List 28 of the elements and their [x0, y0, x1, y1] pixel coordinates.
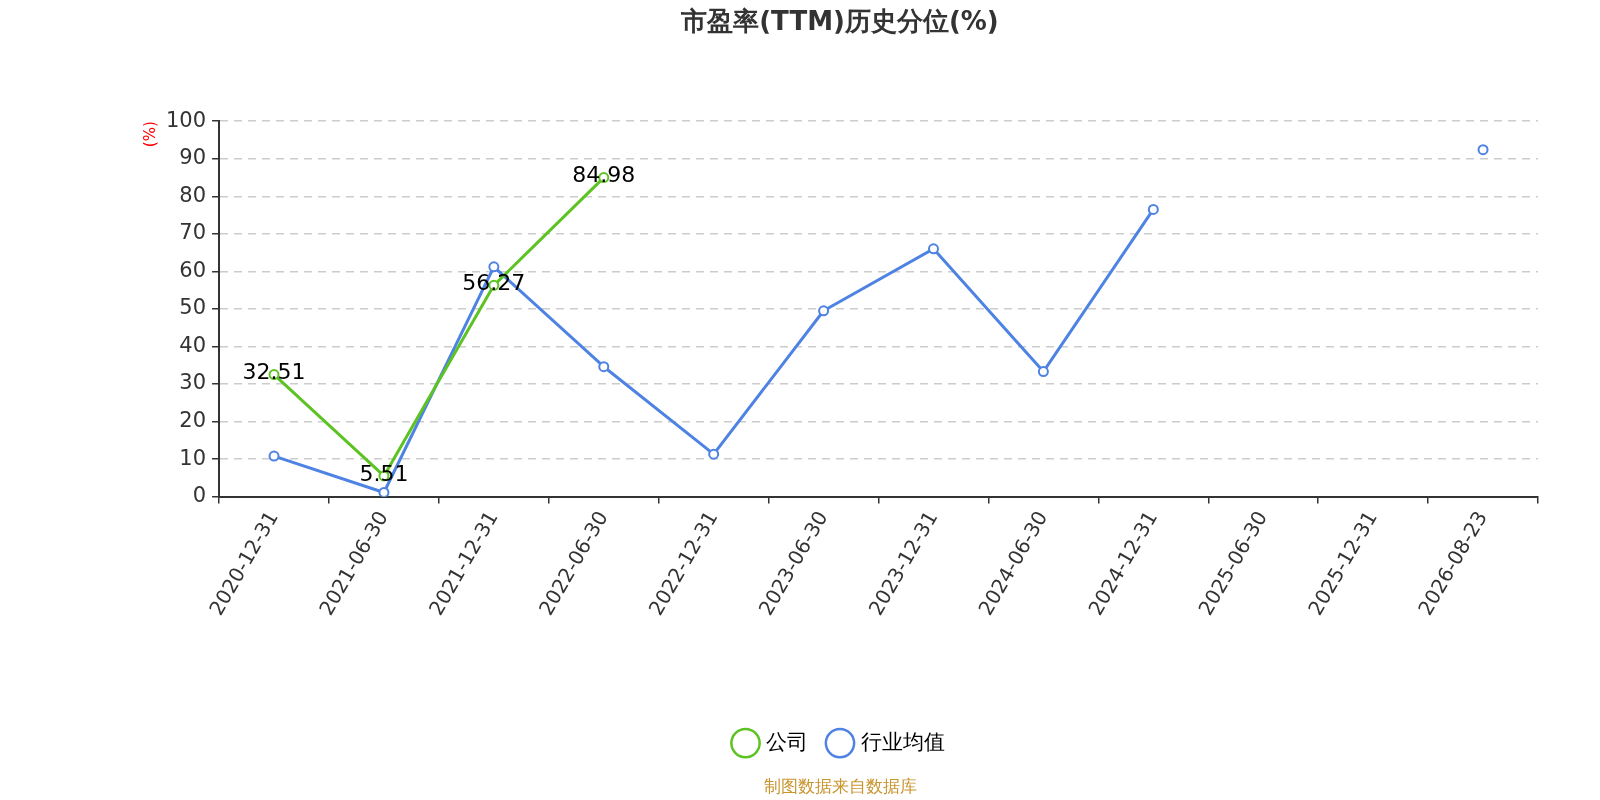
point — [818, 305, 830, 317]
point — [708, 448, 720, 460]
y-tick-label: 100 — [165, 107, 207, 132]
y-tick-label: 10 — [179, 445, 207, 470]
chart-title: 市盈率(TTM)历史分位(%) — [680, 6, 999, 37]
point — [1147, 203, 1159, 215]
y-axis-title: (%) — [140, 121, 159, 148]
legend-label: 行业均值 — [860, 729, 945, 754]
y-tick-label: 70 — [179, 220, 207, 245]
point — [598, 361, 610, 373]
y-tick-label: 20 — [179, 407, 207, 432]
point — [928, 243, 939, 255]
y-tick-label: 0 — [192, 483, 207, 508]
y-tick-label: 40 — [179, 332, 207, 357]
y-tick-label: 30 — [179, 370, 207, 395]
y-tick-label: 60 — [179, 257, 207, 282]
y-tick-label: 50 — [179, 295, 207, 320]
data-label: 32.51 — [242, 359, 306, 385]
y-tick-label: 90 — [179, 145, 207, 170]
point — [488, 261, 500, 273]
point — [1477, 144, 1489, 156]
point — [378, 486, 390, 497]
text: 制图数据来自数据库 — [763, 776, 917, 797]
point — [1037, 366, 1049, 378]
point — [268, 450, 280, 462]
data-label: 84.98 — [572, 162, 636, 188]
y-tick-label: 80 — [179, 182, 207, 207]
legend-label: 公司 — [766, 729, 808, 754]
